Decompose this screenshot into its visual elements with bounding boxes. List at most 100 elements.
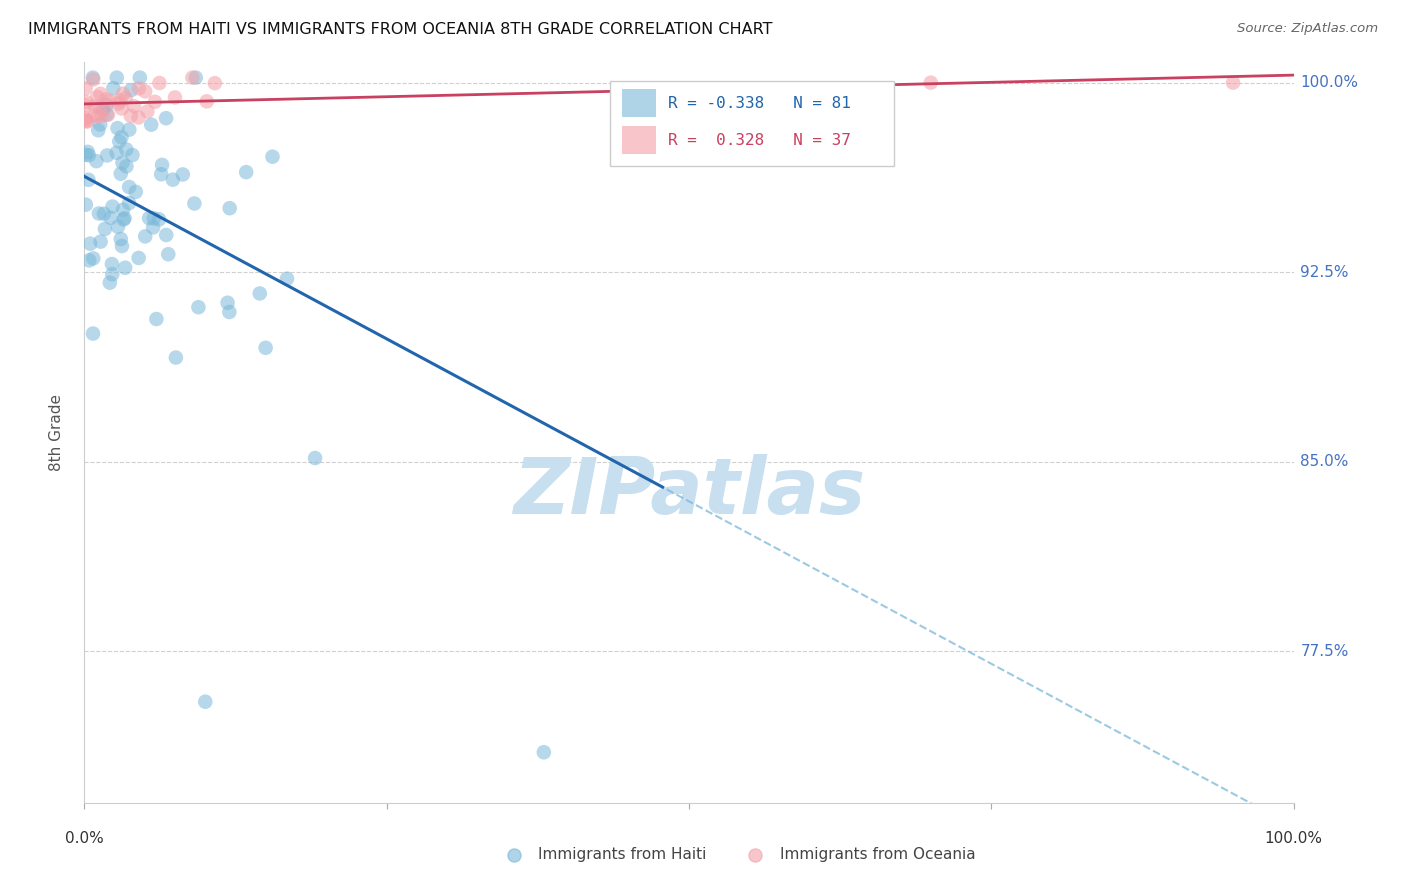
Point [115,143,138,157]
Point [181,70,204,85]
Point [76,95,98,110]
Point [110,167,132,181]
Text: 77.5%: 77.5% [1301,644,1348,658]
Point [141,118,163,132]
Point [249,286,271,301]
Point [82,252,104,266]
Point [111,239,134,253]
Text: Immigrants from Haiti: Immigrants from Haiti [538,847,706,863]
Point [110,102,132,116]
Point [120,83,142,97]
Point [107,121,129,136]
Point [77,173,100,187]
Point [86,154,108,169]
Text: ZIPatlas: ZIPatlas [513,454,865,530]
Point [87,123,110,137]
Point [75,197,97,211]
Point [86,90,108,104]
Point [110,232,132,246]
Point [118,180,141,194]
Point [98,276,121,290]
Point [157,247,180,261]
Point [183,196,205,211]
Point [87,109,110,123]
Point [150,167,173,181]
Point [254,341,277,355]
Point [184,70,207,85]
Point [75,147,97,161]
Point [142,211,165,226]
Point [194,695,217,709]
Point [172,168,194,182]
Text: 85.0%: 85.0% [1301,454,1348,469]
Point [77,148,100,162]
Text: 92.5%: 92.5% [1301,265,1348,280]
Point [93,207,115,221]
Point [165,351,187,365]
Point [145,312,167,326]
Point [920,76,942,90]
Point [163,90,186,104]
Point [150,158,173,172]
Text: R = -0.338   N = 81: R = -0.338 N = 81 [668,95,851,111]
Point [100,211,122,225]
Point [195,95,218,109]
FancyBboxPatch shape [610,81,894,166]
Point [114,260,136,275]
Point [75,81,97,95]
Point [112,87,135,101]
Point [118,122,141,136]
Point [262,150,284,164]
Point [148,212,170,227]
Point [77,253,100,268]
Text: 100.0%: 100.0% [1264,830,1323,846]
Point [103,81,125,95]
Point [276,271,298,285]
Point [75,112,97,127]
Point [82,72,104,87]
Point [114,91,136,105]
Point [218,305,240,319]
Point [128,111,150,125]
FancyBboxPatch shape [623,89,657,117]
Point [162,172,184,186]
Text: 0.0%: 0.0% [65,830,104,846]
Point [125,185,148,199]
Point [143,95,166,109]
Point [105,145,128,160]
Point [218,201,240,215]
Point [155,227,177,242]
Point [101,200,124,214]
Point [89,118,111,132]
Text: R =  0.328   N = 37: R = 0.328 N = 37 [668,133,851,148]
Point [96,98,118,112]
Point [75,98,97,112]
Point [82,326,104,341]
Text: Immigrants from Oceania: Immigrants from Oceania [780,847,976,863]
Point [105,70,128,85]
Point [91,103,114,117]
Point [134,84,156,98]
Point [128,251,150,265]
Point [134,229,156,244]
Point [148,76,170,90]
Point [97,108,120,122]
Point [96,107,118,121]
Point [101,267,124,281]
Point [204,76,226,90]
Point [98,94,121,108]
Point [155,112,177,126]
Point [217,295,239,310]
Point [76,114,98,128]
Point [111,156,134,170]
Point [1222,76,1244,90]
Point [235,165,257,179]
Point [654,152,676,166]
Point [89,87,111,101]
Point [304,450,326,465]
Point [76,145,98,159]
Point [108,135,131,149]
Point [107,219,129,234]
Point [83,108,105,122]
Point [101,257,124,271]
